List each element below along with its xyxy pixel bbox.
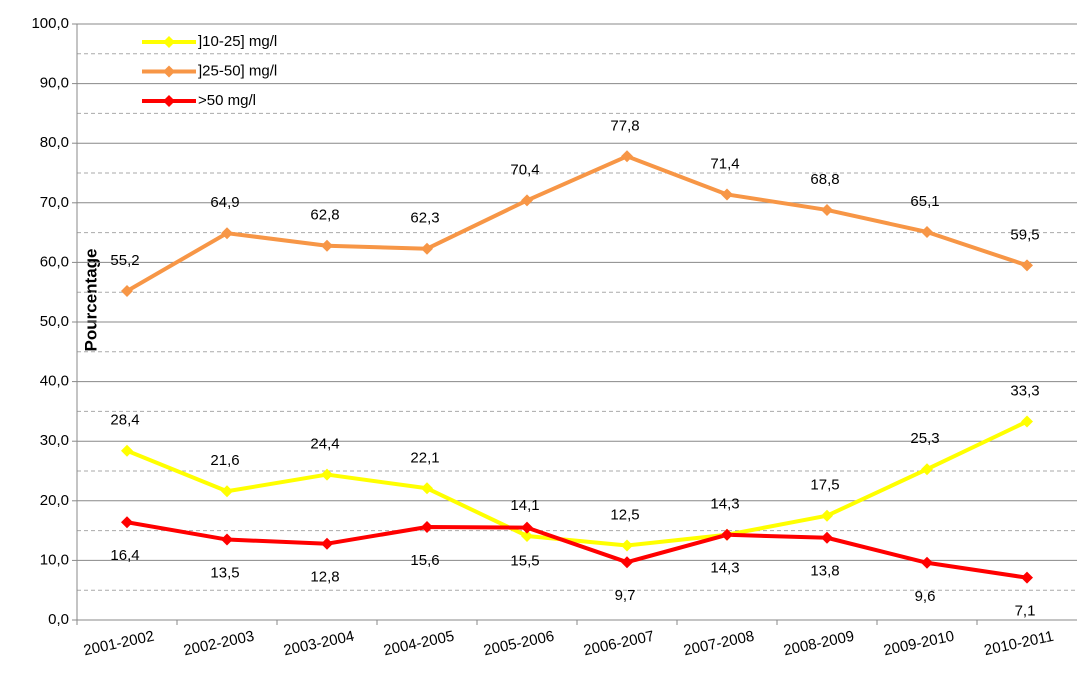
data-label: 13,8 xyxy=(810,563,839,580)
data-label: 13,5 xyxy=(210,565,239,582)
x-tick-label: 2004-2005 xyxy=(382,628,456,660)
data-label: 7,1 xyxy=(1015,603,1036,620)
y-tick-label: 40,0 xyxy=(40,373,69,390)
marker xyxy=(121,285,133,298)
marker xyxy=(221,485,233,498)
marker xyxy=(821,531,833,544)
marker xyxy=(621,150,633,163)
y-tick-label: 100,0 xyxy=(31,15,69,32)
data-label: 68,8 xyxy=(810,171,839,188)
data-label: 70,4 xyxy=(510,161,539,178)
marker xyxy=(621,556,633,569)
data-label: 16,4 xyxy=(110,547,139,564)
marker xyxy=(321,537,333,550)
marker xyxy=(421,482,433,495)
legend-label: ]10-25] mg/l xyxy=(198,33,277,50)
marker xyxy=(221,227,233,240)
legend-label: ]25-50] mg/l xyxy=(198,62,277,79)
marker xyxy=(821,509,833,522)
marker xyxy=(521,194,533,207)
data-label: 21,6 xyxy=(210,452,239,469)
y-tick-label: 30,0 xyxy=(40,432,69,449)
marker xyxy=(921,463,933,476)
x-tick-label: 2008-2009 xyxy=(782,628,856,660)
x-tick-label: 2009-2010 xyxy=(882,628,956,660)
y-tick-label: 90,0 xyxy=(40,75,69,92)
data-label: 28,4 xyxy=(110,412,139,429)
data-label: 17,5 xyxy=(810,477,839,494)
x-tick-label: 2006-2007 xyxy=(582,628,656,660)
data-label: 77,8 xyxy=(610,117,639,134)
data-label: 65,1 xyxy=(910,193,939,210)
y-axis-label: Pourcentage xyxy=(81,249,100,352)
marker xyxy=(1021,415,1033,428)
data-label: 62,8 xyxy=(310,207,339,224)
data-label: 22,1 xyxy=(410,449,439,466)
y-tick-label: 0,0 xyxy=(48,611,69,628)
legend-marker xyxy=(163,65,175,78)
x-tick-label: 2003-2004 xyxy=(282,628,356,660)
marker xyxy=(721,188,733,201)
data-label: 14,3 xyxy=(710,560,739,577)
data-label: 55,2 xyxy=(110,252,139,269)
data-label: 15,5 xyxy=(510,553,539,570)
y-tick-label: 60,0 xyxy=(40,253,69,270)
data-label: 62,3 xyxy=(410,210,439,227)
marker xyxy=(721,528,733,541)
marker xyxy=(221,533,233,546)
x-tick-label: 2001-2002 xyxy=(82,628,156,660)
x-tick-label: 2010-2011 xyxy=(983,628,1056,659)
x-tick-label: 2002-2003 xyxy=(182,628,256,660)
marker xyxy=(421,242,433,255)
data-label: 64,9 xyxy=(210,194,239,211)
x-tick-label: 2007-2008 xyxy=(682,628,756,660)
series-line xyxy=(126,520,1028,580)
marker xyxy=(321,468,333,481)
y-tick-label: 20,0 xyxy=(40,492,69,509)
data-label: 9,7 xyxy=(615,587,636,604)
x-tick-label: 2005-2006 xyxy=(482,628,556,660)
marker xyxy=(621,539,633,552)
data-label: 59,5 xyxy=(1010,226,1039,243)
legend-marker xyxy=(163,95,175,107)
marker xyxy=(321,239,333,252)
data-label: 12,8 xyxy=(310,569,339,586)
marker xyxy=(521,529,533,542)
marker xyxy=(921,556,933,569)
series-line xyxy=(126,419,1028,548)
data-label: 71,4 xyxy=(710,155,739,172)
marker xyxy=(121,516,133,529)
data-label: 9,6 xyxy=(915,588,936,605)
data-label: 33,3 xyxy=(1010,383,1039,400)
legend-marker xyxy=(163,36,175,48)
marker xyxy=(1021,259,1033,272)
data-label: 14,1 xyxy=(510,497,539,514)
data-label: 24,4 xyxy=(310,436,339,453)
y-tick-label: 80,0 xyxy=(40,134,69,151)
y-tick-label: 50,0 xyxy=(40,313,69,330)
marker xyxy=(521,521,533,534)
y-tick-label: 10,0 xyxy=(40,551,69,568)
data-label: 15,6 xyxy=(410,552,439,569)
series-line xyxy=(125,154,1028,293)
marker xyxy=(821,203,833,216)
data-label: 14,3 xyxy=(710,496,739,513)
marker xyxy=(1021,571,1033,584)
marker xyxy=(921,226,933,239)
y-tick-label: 70,0 xyxy=(40,194,69,211)
marker xyxy=(421,521,433,534)
data-label: 12,5 xyxy=(610,506,639,523)
marker xyxy=(121,444,133,457)
legend-label: >50 mg/l xyxy=(198,92,256,109)
data-label: 25,3 xyxy=(910,430,939,447)
